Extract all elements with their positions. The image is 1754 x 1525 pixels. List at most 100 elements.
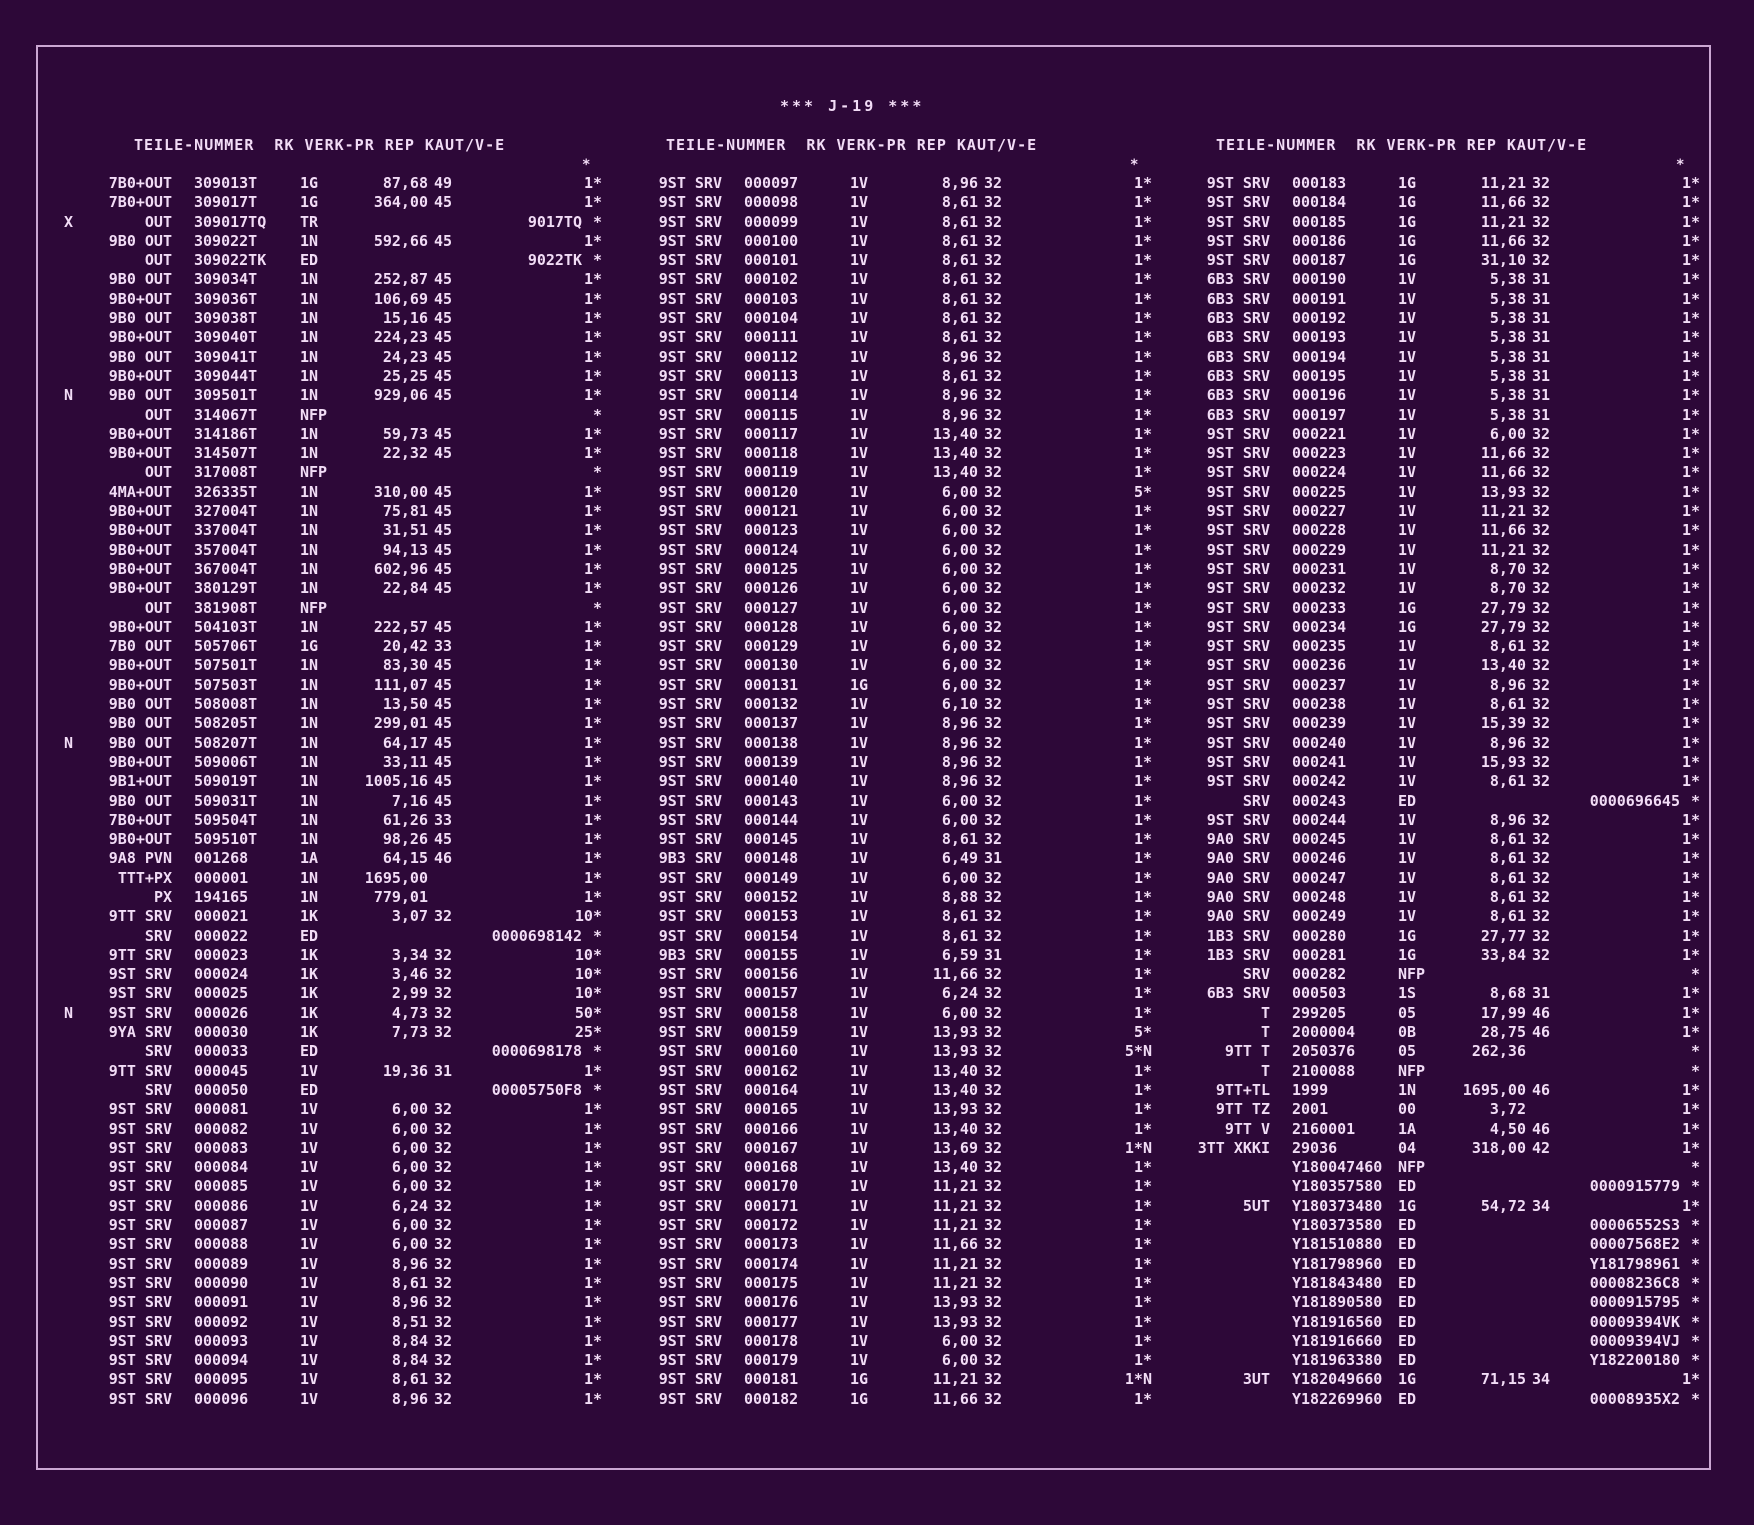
cell-prefix: 9ST SRV (108, 1235, 172, 1254)
cell-rep: 45 (434, 270, 453, 289)
cell-part-no: 000045 (194, 1061, 249, 1080)
cell-rep: 32 (984, 347, 1003, 366)
cell-rep: 32 (984, 212, 1003, 231)
cell-prefix: 9ST SRV (658, 695, 722, 714)
cell-price: 61,26 (382, 810, 428, 829)
cell-kaut: 1* (583, 540, 602, 559)
cell-kaut: * (1690, 1177, 1700, 1196)
cell-price: 13,69 (932, 1138, 978, 1157)
cell-kaut: 1* (1681, 251, 1700, 270)
cell-rk: 1V (850, 1293, 869, 1312)
cell-price: 8,70 (1489, 559, 1526, 578)
cell-part-no: 194165 (194, 887, 249, 906)
cell-price: 27,79 (1480, 598, 1526, 617)
cell-price: 6,00 (941, 1003, 978, 1022)
cell-kaut: 1* (583, 366, 602, 385)
cell-rep: 45 (434, 444, 453, 463)
column-header-2: TEILE-NUMMER RK VERK-PR REP KAUT/V-E (666, 136, 1038, 154)
cell-rep: 42 (1532, 1138, 1551, 1157)
cell-part-no: Y180373480 (1292, 1196, 1383, 1215)
cell-rep: 32 (1532, 926, 1551, 945)
cell-price: 6,00 (941, 1351, 978, 1370)
cell-rep: 32 (984, 424, 1003, 443)
cell-rk: 1V (850, 559, 869, 578)
cell-price: 15,16 (382, 309, 428, 328)
cell-part-no: 000145 (744, 830, 799, 849)
cell-kaut: 1* (1133, 965, 1152, 984)
cell-price: 8,61 (1489, 849, 1526, 868)
cell-part-no: 000196 (1292, 386, 1347, 405)
cell-rep: 45 (434, 791, 453, 810)
cell-prefix: 9ST SRV (658, 309, 722, 328)
cell-rep: 32 (434, 1235, 453, 1254)
cell-price: 64,17 (382, 733, 428, 752)
cell-part-no: 000183 (1292, 174, 1347, 192)
cell-rk: 1V (1398, 289, 1417, 308)
cell-rk: 1N (300, 810, 319, 829)
cell-price: 8,61 (941, 366, 978, 385)
cell-price: 11,66 (932, 965, 978, 984)
cell-rk: 1V (850, 1235, 869, 1254)
cell-rep: 32 (1532, 598, 1551, 617)
cell-part-no: 000131 (744, 675, 799, 694)
cell-prefix: 9ST SRV (1206, 772, 1270, 791)
cell-part-no: 326335T (194, 482, 258, 501)
cell-part-no: 000094 (194, 1351, 249, 1370)
cell-price: 11,66 (1480, 193, 1526, 212)
cell-rep: 45 (434, 328, 453, 347)
cell-part-no: 001268 (194, 849, 249, 868)
cell-replacement: 00007568E2 (1589, 1235, 1680, 1254)
cell-part-no: 000098 (744, 193, 799, 212)
cell-prefix: 9ST SRV (658, 1196, 722, 1215)
cell-part-no: 000140 (744, 772, 799, 791)
cell-rk: 1V (850, 521, 869, 540)
cell-kaut: 1* (1681, 617, 1700, 636)
cell-part-no: 000166 (744, 1119, 799, 1138)
cell-kaut: 1* (583, 868, 602, 887)
cell-rk: 1V (850, 1273, 869, 1292)
cell-price: 8,61 (941, 328, 978, 347)
cell-kaut: 1* (583, 830, 602, 849)
cell-rep: 32 (1532, 231, 1551, 250)
cell-price: 8,96 (391, 1254, 428, 1273)
cell-price: 6,00 (941, 810, 978, 829)
cell-rk: 1K (300, 1003, 319, 1022)
cell-price: 592,66 (373, 231, 428, 250)
cell-prefix: 7B0+OUT (108, 810, 172, 829)
cell-kaut: 1* (1133, 926, 1152, 945)
cell-replacement: 00008236C8 (1589, 1273, 1680, 1292)
cell-kaut: 1* (1133, 675, 1152, 694)
cell-rk: ED (1398, 1389, 1417, 1408)
cell-kaut: 1* (1133, 174, 1152, 192)
cell-prefix: 9B1+OUT (108, 772, 172, 791)
cell-rk: 1N (300, 347, 319, 366)
cell-price: 8,70 (1489, 579, 1526, 598)
cell-price: 8,51 (391, 1312, 428, 1331)
cell-rep: 32 (984, 1293, 1003, 1312)
cell-kaut: 1* (583, 675, 602, 694)
cell-kaut: 1* (583, 1254, 602, 1273)
cell-prefix: 9ST SRV (658, 1351, 722, 1370)
cell-rk: 1V (850, 444, 869, 463)
cell-rk: 1V (850, 1351, 869, 1370)
cell-kaut: 1* (583, 1177, 602, 1196)
cell-prefix: 9ST SRV (108, 1254, 172, 1273)
cell-part-no: 000160 (744, 1042, 799, 1061)
cell-kaut: 1* (1133, 193, 1152, 212)
cell-rk: 1V (850, 733, 869, 752)
cell-rep: 32 (984, 695, 1003, 714)
cell-rk: 1G (1398, 193, 1417, 212)
column-header-1: TEILE-NUMMER RK VERK-PR REP KAUT/V-E (134, 136, 506, 154)
cell-part-no: 000232 (1292, 579, 1347, 598)
cell-prefix: 9B0+OUT (108, 502, 172, 521)
cell-prefix: 6B3 SRV (1206, 386, 1270, 405)
cell-price: 11,21 (932, 1177, 978, 1196)
cell-rk: 1K (300, 945, 319, 964)
cell-rk: 1G (1398, 1370, 1417, 1389)
cell-prefix: 9ST SRV (658, 617, 722, 636)
cell-prefix: 9B0+OUT (108, 540, 172, 559)
cell-rep: 45 (434, 733, 453, 752)
cell-rk: 1V (850, 502, 869, 521)
cell-part-no: 000087 (194, 1216, 249, 1235)
cell-replacement: 9022TK (527, 251, 582, 270)
